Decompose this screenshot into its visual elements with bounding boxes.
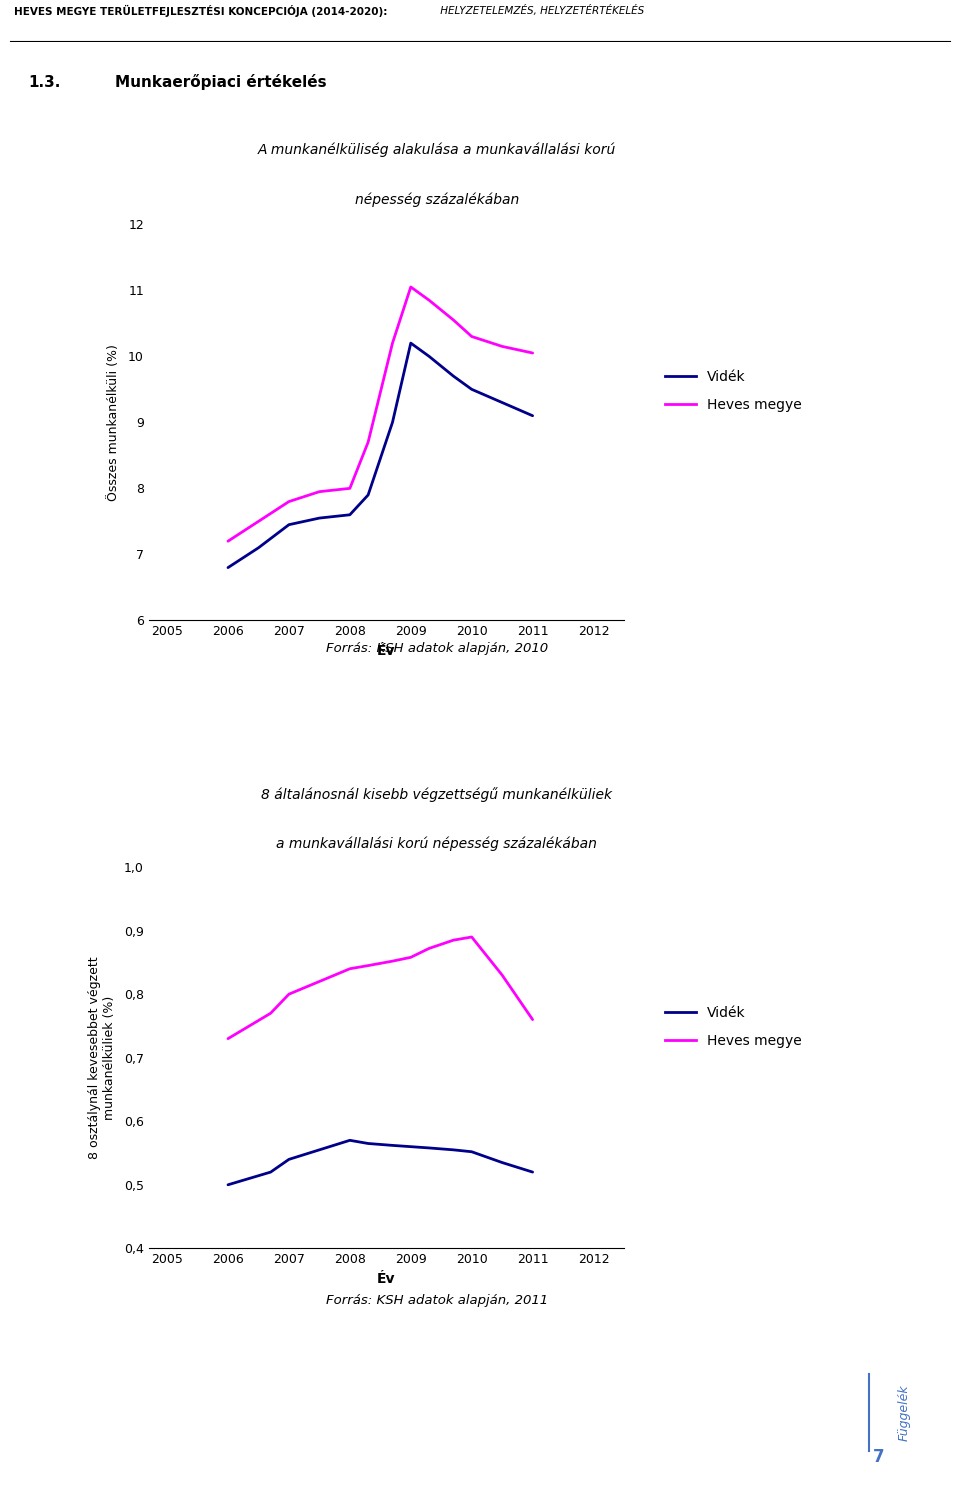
X-axis label: Év: Év	[377, 1272, 396, 1286]
Text: HELYZETELEMZÉS, HELYZETÉRTÉKELÉS: HELYZETELEMZÉS, HELYZETÉRTÉKELÉS	[437, 4, 644, 16]
Text: a munkavállalási korú népesség százalékában: a munkavállalási korú népesség százaléká…	[276, 836, 597, 851]
Y-axis label: 8 osztálynál kevesebbet végzett
munkanélküliek (%): 8 osztálynál kevesebbet végzett munkanél…	[87, 957, 115, 1159]
Text: HEVES MEGYE TERÜLETFEJLESZTÉSI KONCEPCIÓJA (2014-2020):: HEVES MEGYE TERÜLETFEJLESZTÉSI KONCEPCIÓ…	[14, 4, 388, 16]
Y-axis label: Összes munkanélküli (%): Összes munkanélküli (%)	[107, 344, 120, 501]
Text: Forrás: KSH adatok alapján, 2010: Forrás: KSH adatok alapján, 2010	[325, 643, 548, 655]
Text: A munkanélküliség alakulása a munkavállalási korú: A munkanélküliség alakulása a munkaválla…	[257, 144, 616, 157]
Text: Munkaerőpiaci értékelés: Munkaerőpiaci értékelés	[114, 75, 326, 90]
Legend: Vidék, Heves megye: Vidék, Heves megye	[660, 365, 807, 417]
Text: Függelék: Függelék	[898, 1384, 911, 1441]
Text: 8 általánosnál kisebb végzettségű munkanélküliek: 8 általánosnál kisebb végzettségű munkan…	[261, 788, 612, 803]
Text: Forrás: KSH adatok alapján, 2011: Forrás: KSH adatok alapján, 2011	[325, 1295, 548, 1307]
Text: 1.3.: 1.3.	[29, 75, 61, 90]
Text: népesség százalékában: népesség százalékában	[354, 193, 519, 208]
Text: 7: 7	[873, 1447, 884, 1467]
X-axis label: Év: Év	[377, 644, 396, 658]
Legend: Vidék, Heves megye: Vidék, Heves megye	[660, 1000, 807, 1054]
